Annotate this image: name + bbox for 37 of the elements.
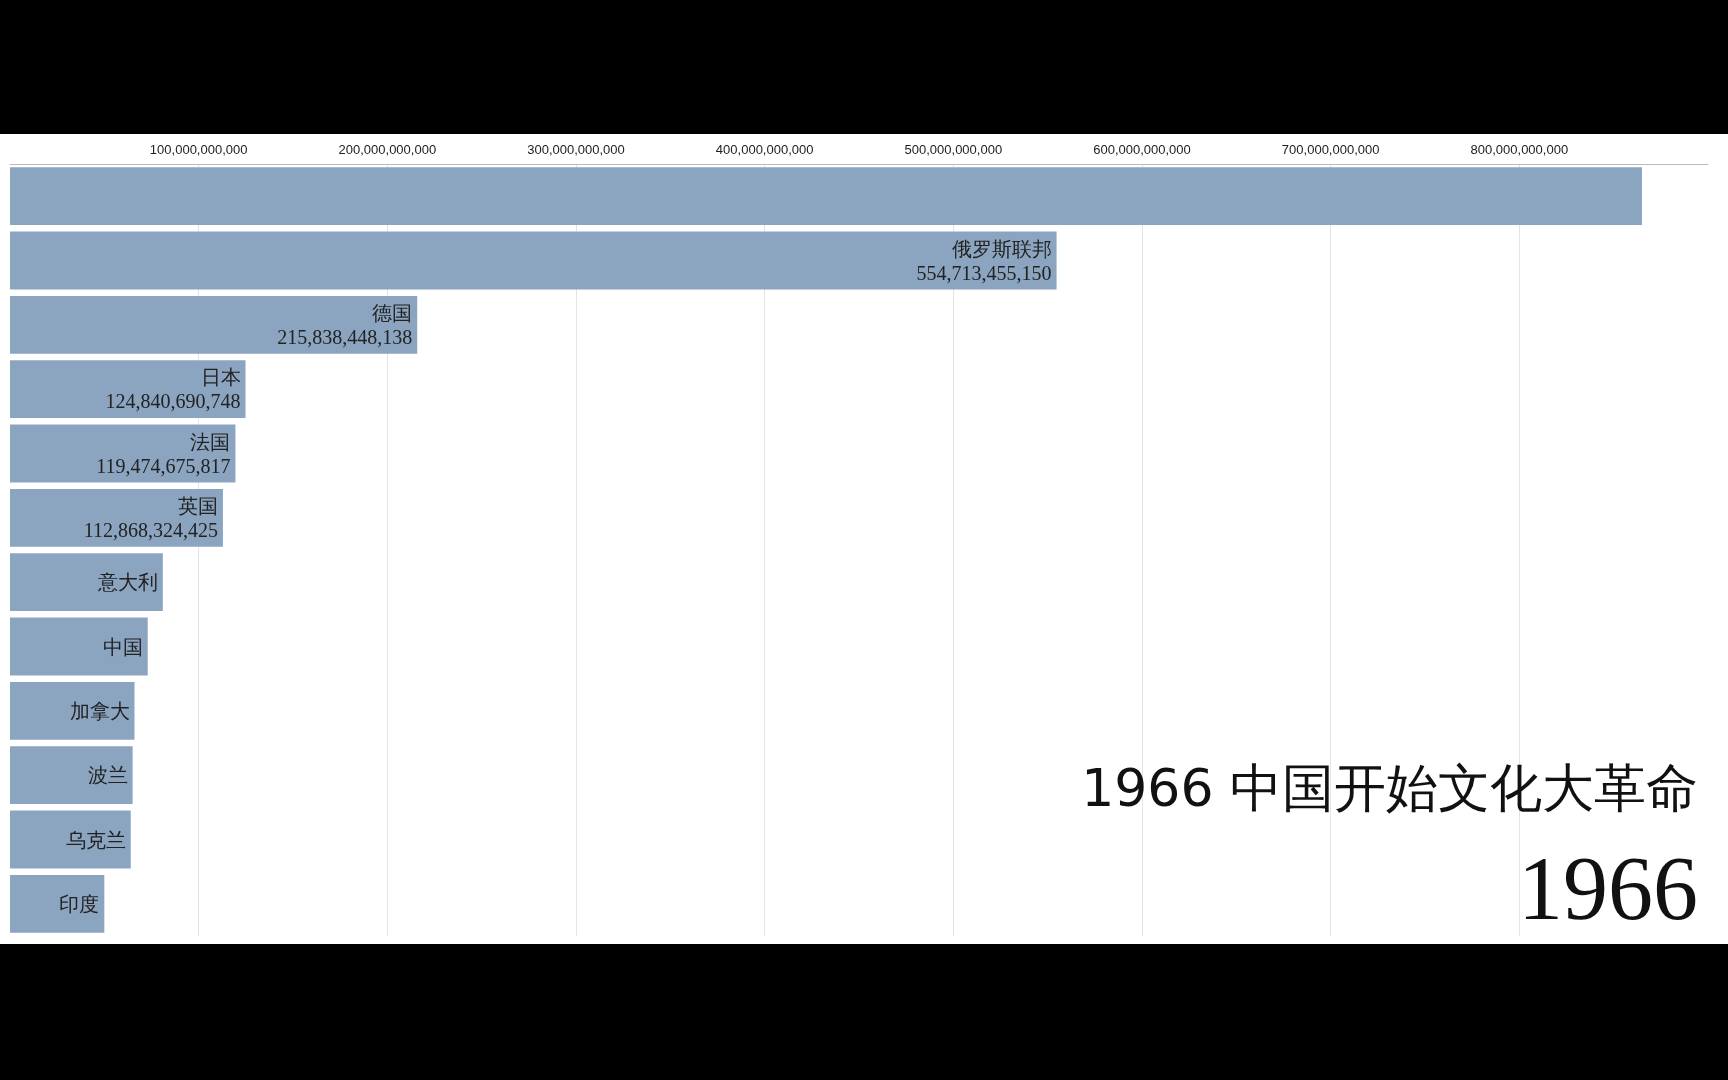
x-tick-label: 200,000,000,000: [338, 142, 437, 157]
bar: [10, 810, 131, 869]
bar: [10, 553, 163, 612]
y-tick-label: 波兰: [87, 764, 128, 787]
x-tick-label: 400,000,000,000: [715, 142, 814, 157]
y-tick-label: 日本: [200, 366, 241, 389]
y-tick-label: 德国: [372, 301, 413, 324]
annotation: 1966: [1518, 838, 1698, 940]
data-label: 124,840,690,748: [105, 390, 241, 413]
bar: [10, 617, 148, 676]
x-tick-label: 300,000,000,000: [527, 142, 625, 157]
y-tick-label: 英国: [177, 494, 218, 517]
x-tick-label: 700,000,000,000: [1281, 142, 1380, 157]
bar: [10, 681, 135, 740]
x-tick-label: 600,000,000,000: [1093, 142, 1191, 157]
bar: [10, 295, 418, 354]
x-tick-label: 500,000,000,000: [904, 142, 1003, 157]
data-label: 215,838,448,138: [277, 325, 413, 348]
annotation: 1966 中国开始文化大革命: [1081, 757, 1698, 820]
y-tick-label: 法国: [190, 430, 231, 453]
data-label: 112,868,324,425: [83, 518, 218, 541]
bar: [10, 231, 1057, 290]
y-tick-label: 加拿大: [69, 699, 130, 722]
y-tick-label: 印度: [59, 892, 100, 915]
x-tick-label: 800,000,000,000: [1470, 142, 1569, 157]
y-tick-label: 俄罗斯联邦: [951, 237, 1052, 260]
bar: [10, 488, 223, 547]
y-tick-label: 意大利: [96, 571, 158, 594]
bar: [10, 167, 1642, 226]
y-tick-label: 中国: [102, 635, 143, 658]
bar: [10, 746, 133, 805]
data-label: 554,713,455,150: [916, 261, 1052, 284]
x-tick-label: 100,000,000,000: [149, 142, 248, 157]
bar: [10, 360, 246, 419]
bar: [10, 874, 105, 933]
data-label: 119,474,675,817: [96, 454, 231, 477]
y-tick-label: 乌克兰: [65, 828, 126, 851]
